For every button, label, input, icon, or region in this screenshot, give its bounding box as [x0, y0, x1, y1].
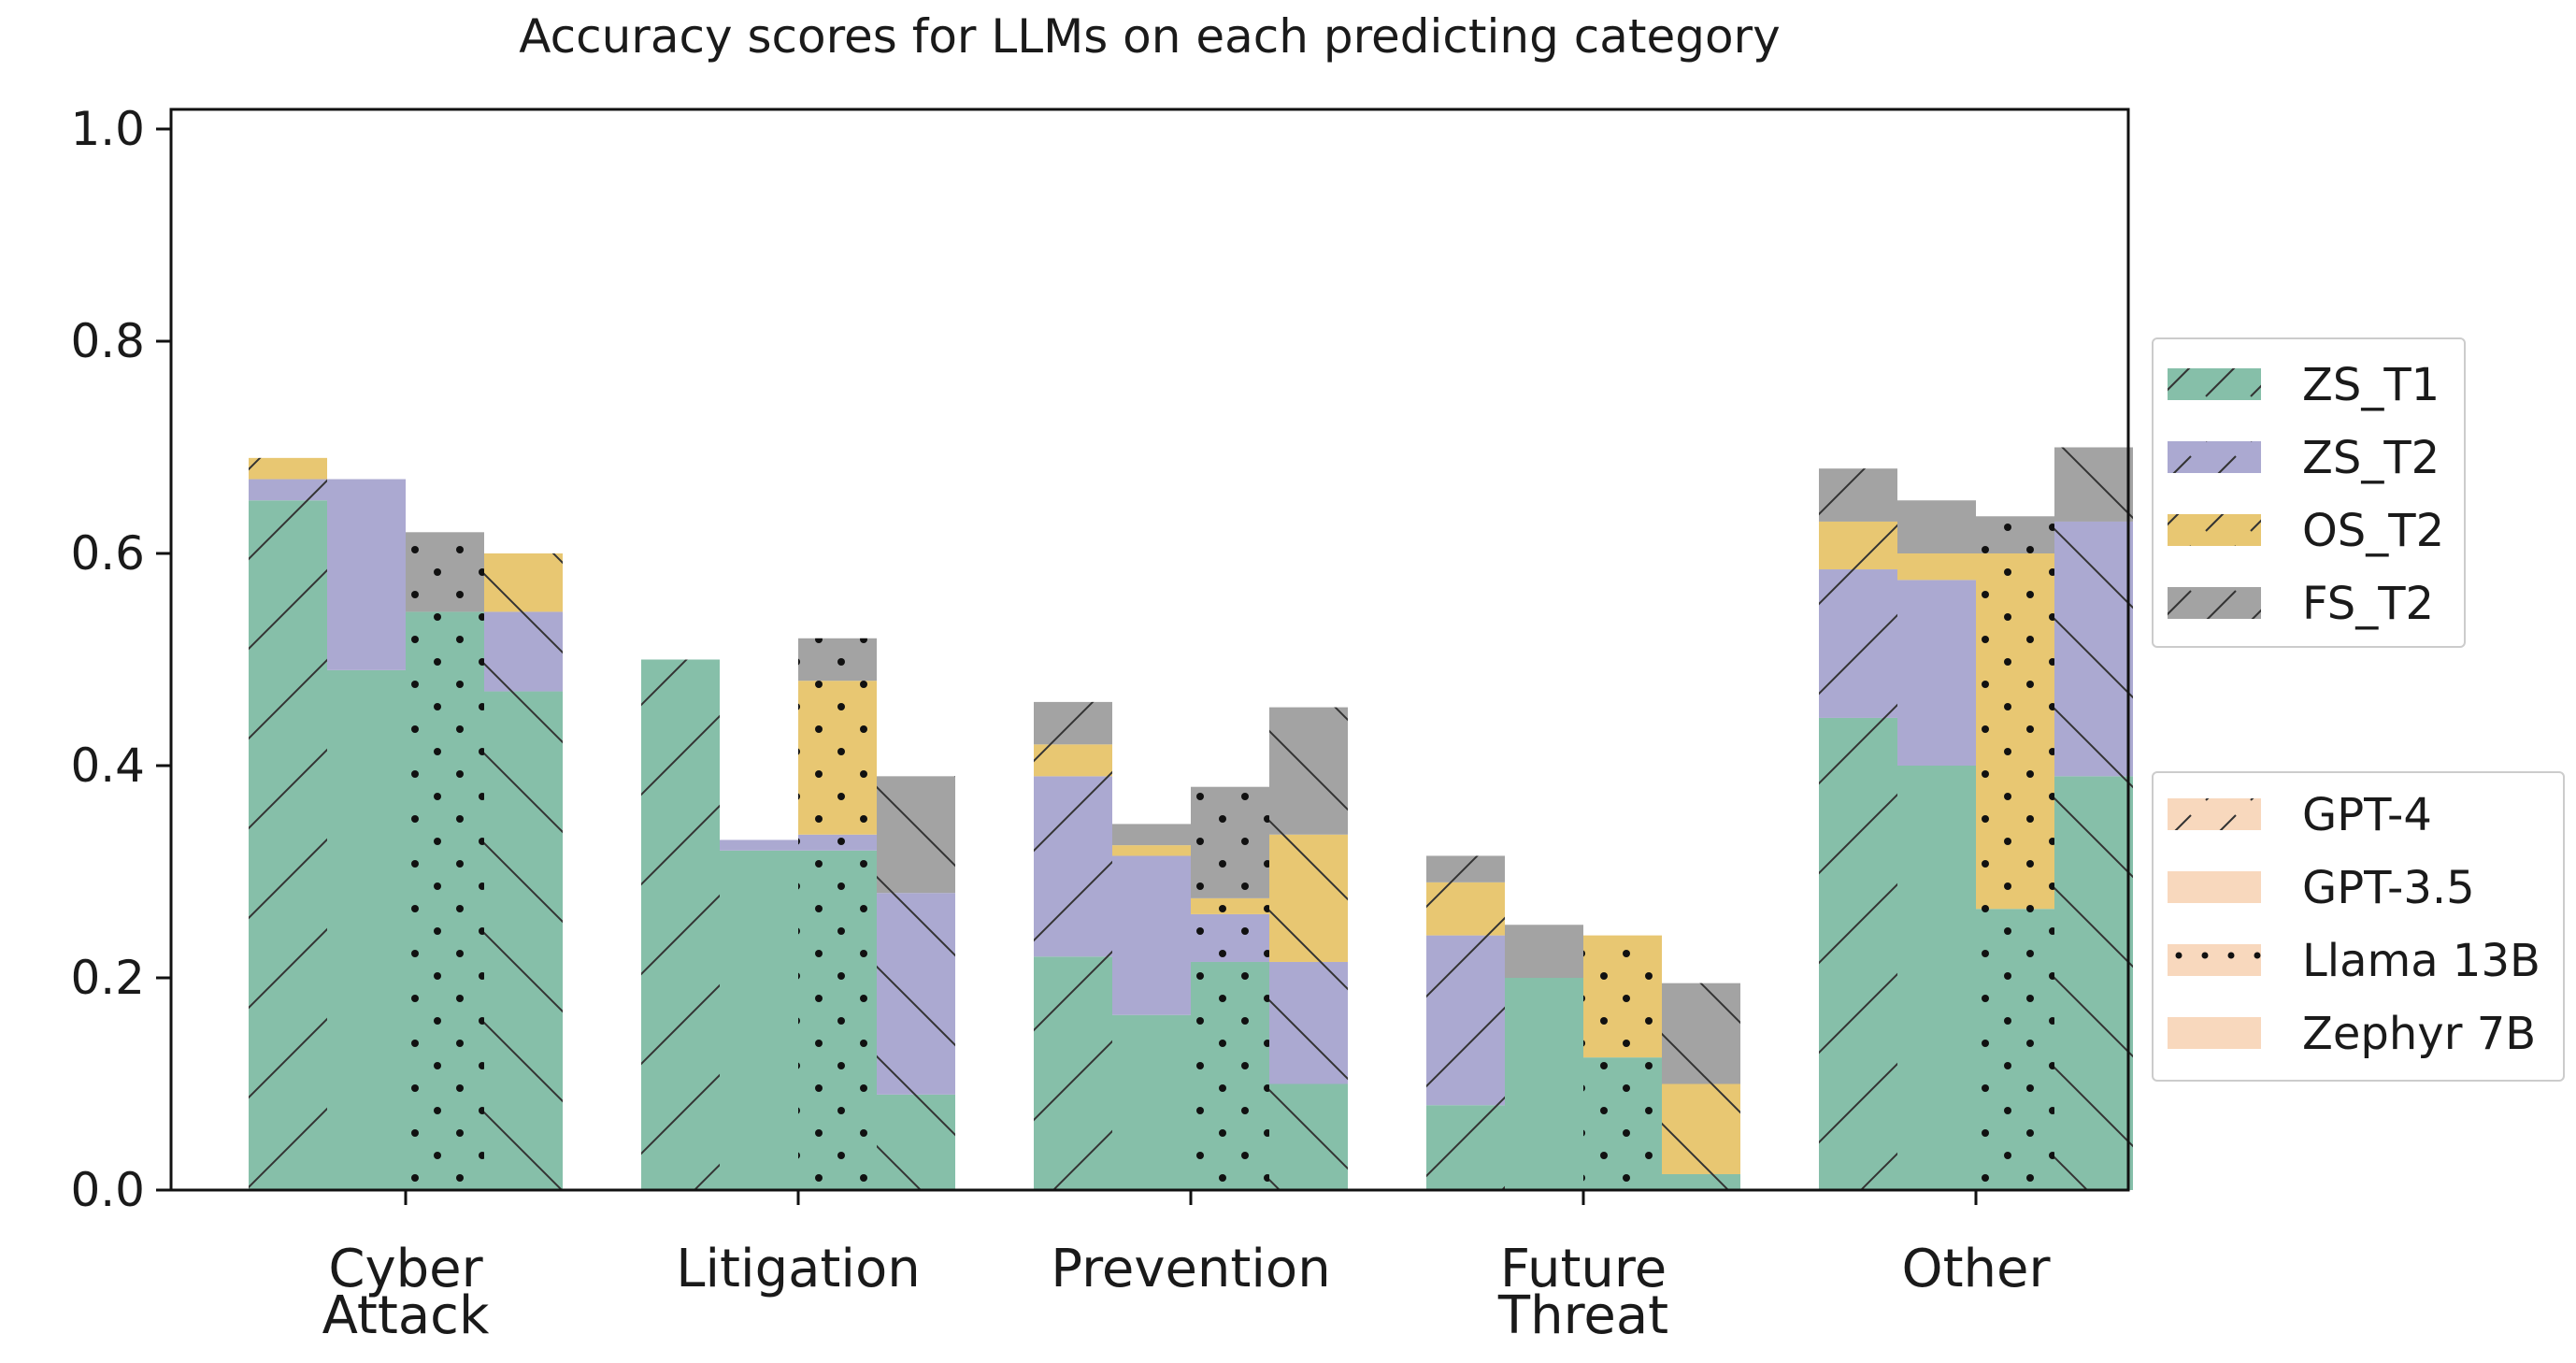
legend-swatch-pattern	[2168, 944, 2261, 976]
bar-hatch-2-2	[1191, 786, 1269, 1190]
bar-hatch-4-2	[1976, 516, 2054, 1190]
bar-segment-0-1-1	[327, 479, 406, 670]
bar-hatch-2-3	[1269, 707, 1348, 1190]
bar-segment-4-1-3	[1897, 500, 1976, 553]
plot-frame	[169, 108, 2130, 1192]
x-tick-label: Future	[1500, 1239, 1667, 1299]
x-tick-label: Cyber	[328, 1239, 483, 1299]
bar-hatch-4-0	[1819, 468, 1897, 1190]
legend-swatch-hatch	[2168, 514, 2261, 546]
chart-title: Accuracy scores for LLMs on each predict…	[519, 9, 1780, 64]
y-tick-label: 0.8	[70, 314, 145, 368]
bar-segment-3-1-0	[1505, 978, 1583, 1190]
x-tick-label: Other	[1901, 1239, 2051, 1299]
legend-series: ZS_T1 ZS_T2 OS_T2 FS_T2	[2152, 337, 2466, 648]
bar-segment-4-1-0	[1897, 766, 1976, 1190]
bar-hatch-3-3	[1662, 983, 1740, 1190]
legend-swatch-hatch	[2168, 587, 2261, 619]
legend-swatch-zephyr-7b	[2168, 1017, 2261, 1049]
x-tick-label: Attack	[322, 1285, 490, 1346]
x-tick-label: Threat	[1497, 1285, 1668, 1346]
bar-segment-1-1-1	[720, 839, 798, 851]
bar-segment-2-1-1	[1112, 855, 1191, 1015]
y-tick-label: 0.4	[70, 739, 145, 793]
bar-hatch-1-0	[641, 659, 720, 1190]
x-tick-label: Litigation	[676, 1239, 920, 1299]
bar-hatch-4-3	[2054, 447, 2133, 1190]
bar-segment-4-1-2	[1897, 553, 1976, 581]
bar-hatch-2-0	[1034, 701, 1112, 1190]
bar-hatch-0-0	[249, 457, 327, 1191]
x-tick-label: Prevention	[1051, 1239, 1330, 1299]
legend-label-os_t2: OS_T2	[2302, 505, 2444, 557]
y-axis: 0.0 0.2 0.4 0.6 0.8 1.0	[70, 102, 171, 1217]
bar-hatch-0-3	[484, 553, 563, 1190]
legend-label-fs_t2: FS_T2	[2302, 578, 2434, 630]
y-tick-label: 1.0	[70, 102, 145, 156]
bar-hatch-3-0	[1426, 855, 1505, 1190]
legend-series-frame	[2152, 337, 2466, 648]
bar-segment-2-1-2	[1112, 845, 1191, 856]
bar-segment-1-1-0	[720, 850, 798, 1190]
y-tick-label: 0.2	[70, 951, 145, 1005]
legend-swatch-pattern	[2168, 798, 2261, 830]
bar-hatch-1-2	[798, 638, 877, 1190]
bar-hatch-1-3	[877, 776, 955, 1190]
bar-hatch-0-2	[406, 532, 484, 1190]
y-tick-label: 0.0	[70, 1163, 145, 1217]
legend-swatch-gpt-3-5	[2168, 871, 2261, 903]
legend-label-zephyr-7b: Zephyr 7B	[2302, 1008, 2536, 1060]
legend-label-gpt-3-5: GPT-3.5	[2302, 862, 2475, 914]
bar-segment-2-1-3	[1112, 824, 1191, 846]
bar-segment-4-1-1	[1897, 580, 1976, 766]
legend-label-llama-13b: Llama 13B	[2302, 935, 2540, 987]
legend-label-gpt-4: GPT-4	[2302, 789, 2432, 841]
y-tick-label: 0.6	[70, 526, 145, 581]
legend-swatch-hatch	[2168, 368, 2261, 400]
bars-group	[249, 447, 2133, 1191]
bar-segment-0-1-0	[327, 669, 406, 1190]
bar-segment-2-1-0	[1112, 1014, 1191, 1190]
legend-models: GPT-4 GPT-3.5 Llama 13B Zephyr 7B	[2152, 771, 2565, 1082]
bar-segment-3-1-3	[1505, 925, 1583, 978]
legend-models-frame	[2152, 771, 2565, 1082]
bar-hatch-3-2	[1583, 935, 1662, 1190]
legend-label-zs_t2: ZS_T2	[2302, 432, 2440, 484]
legend-label-zs_t1: ZS_T1	[2302, 359, 2440, 411]
legend-swatch-hatch	[2168, 441, 2261, 473]
